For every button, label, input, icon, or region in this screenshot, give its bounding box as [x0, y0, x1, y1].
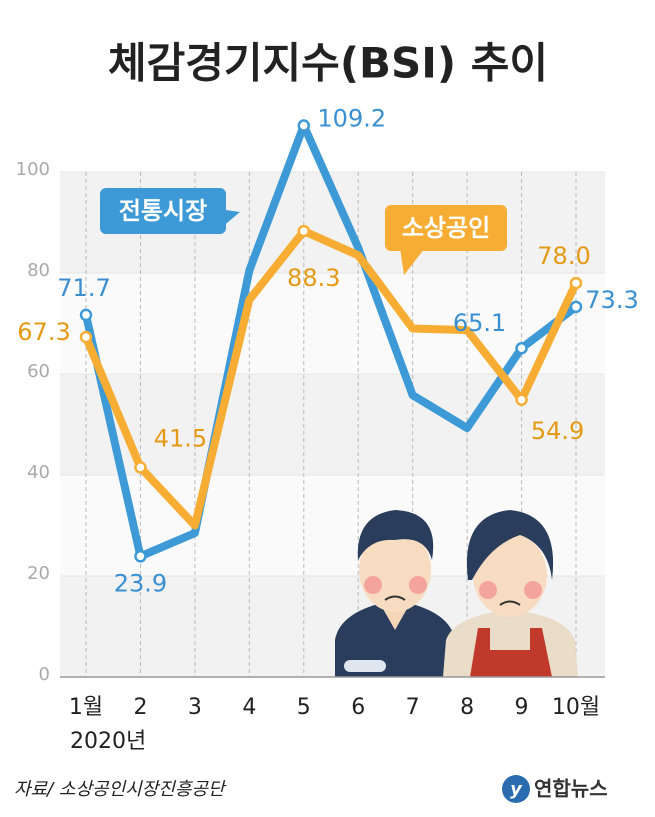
data-point	[569, 300, 583, 314]
data-point	[134, 461, 147, 474]
legend-label: 전통시장	[119, 197, 207, 225]
data-point	[515, 393, 528, 407]
credit: 연합뉴스	[534, 777, 608, 801]
data-label: 41.5	[154, 424, 207, 452]
data-label: 71.7	[57, 274, 110, 302]
y-tick-label: 60	[27, 361, 50, 382]
credit-logo: y 연합뉴스	[502, 775, 608, 803]
data-label: 23.9	[114, 569, 167, 597]
data-point	[134, 550, 147, 563]
svg-text:y: y	[510, 779, 523, 800]
legend-box	[100, 188, 226, 234]
data-point	[79, 308, 93, 322]
y-tick-label: 100	[16, 159, 50, 180]
data-point	[515, 341, 528, 355]
y-tick-label: 40	[27, 462, 50, 483]
data-label: 65.1	[453, 309, 506, 337]
series-line	[82, 121, 579, 561]
data-point	[297, 224, 311, 238]
source: 자료/ 소상공인시장진흥공단	[14, 779, 227, 800]
data-point	[297, 119, 311, 132]
y-tick-label: 20	[27, 563, 50, 584]
x-tick-label: 7	[406, 695, 420, 720]
x-tick-label: 6	[351, 695, 365, 720]
chart-title: 체감경기지수(BSI) 추이	[108, 39, 548, 88]
x-tick-label: 1월	[69, 695, 103, 720]
data-label: 54.9	[531, 417, 584, 445]
series-lines	[79, 119, 583, 563]
data-label: 109.2	[317, 105, 386, 133]
series-line	[82, 227, 580, 530]
data-label: 78.0	[537, 242, 590, 270]
data-point	[79, 330, 93, 344]
y-tick-label: 80	[27, 260, 50, 281]
legend-label: 소상공인	[402, 214, 490, 242]
x-tick-label: 5	[297, 695, 311, 720]
x-tick-label: 8	[460, 695, 474, 720]
x-tick-label: 10월	[552, 695, 600, 720]
data-label: 88.3	[287, 264, 340, 292]
legend-tail	[400, 248, 425, 275]
x-tick-label: 4	[242, 695, 256, 720]
x-tick-label: 2	[133, 695, 147, 720]
data-label: 67.3	[17, 318, 70, 346]
data-label: 73.3	[585, 286, 638, 314]
data-point	[569, 276, 583, 290]
x-tick-label: 9	[515, 695, 529, 720]
x-note: 2020년	[70, 729, 146, 754]
y-tick-label: 0	[39, 664, 50, 685]
x-tick-label: 3	[188, 695, 202, 720]
illustration	[335, 510, 578, 677]
legend-box	[385, 205, 507, 251]
